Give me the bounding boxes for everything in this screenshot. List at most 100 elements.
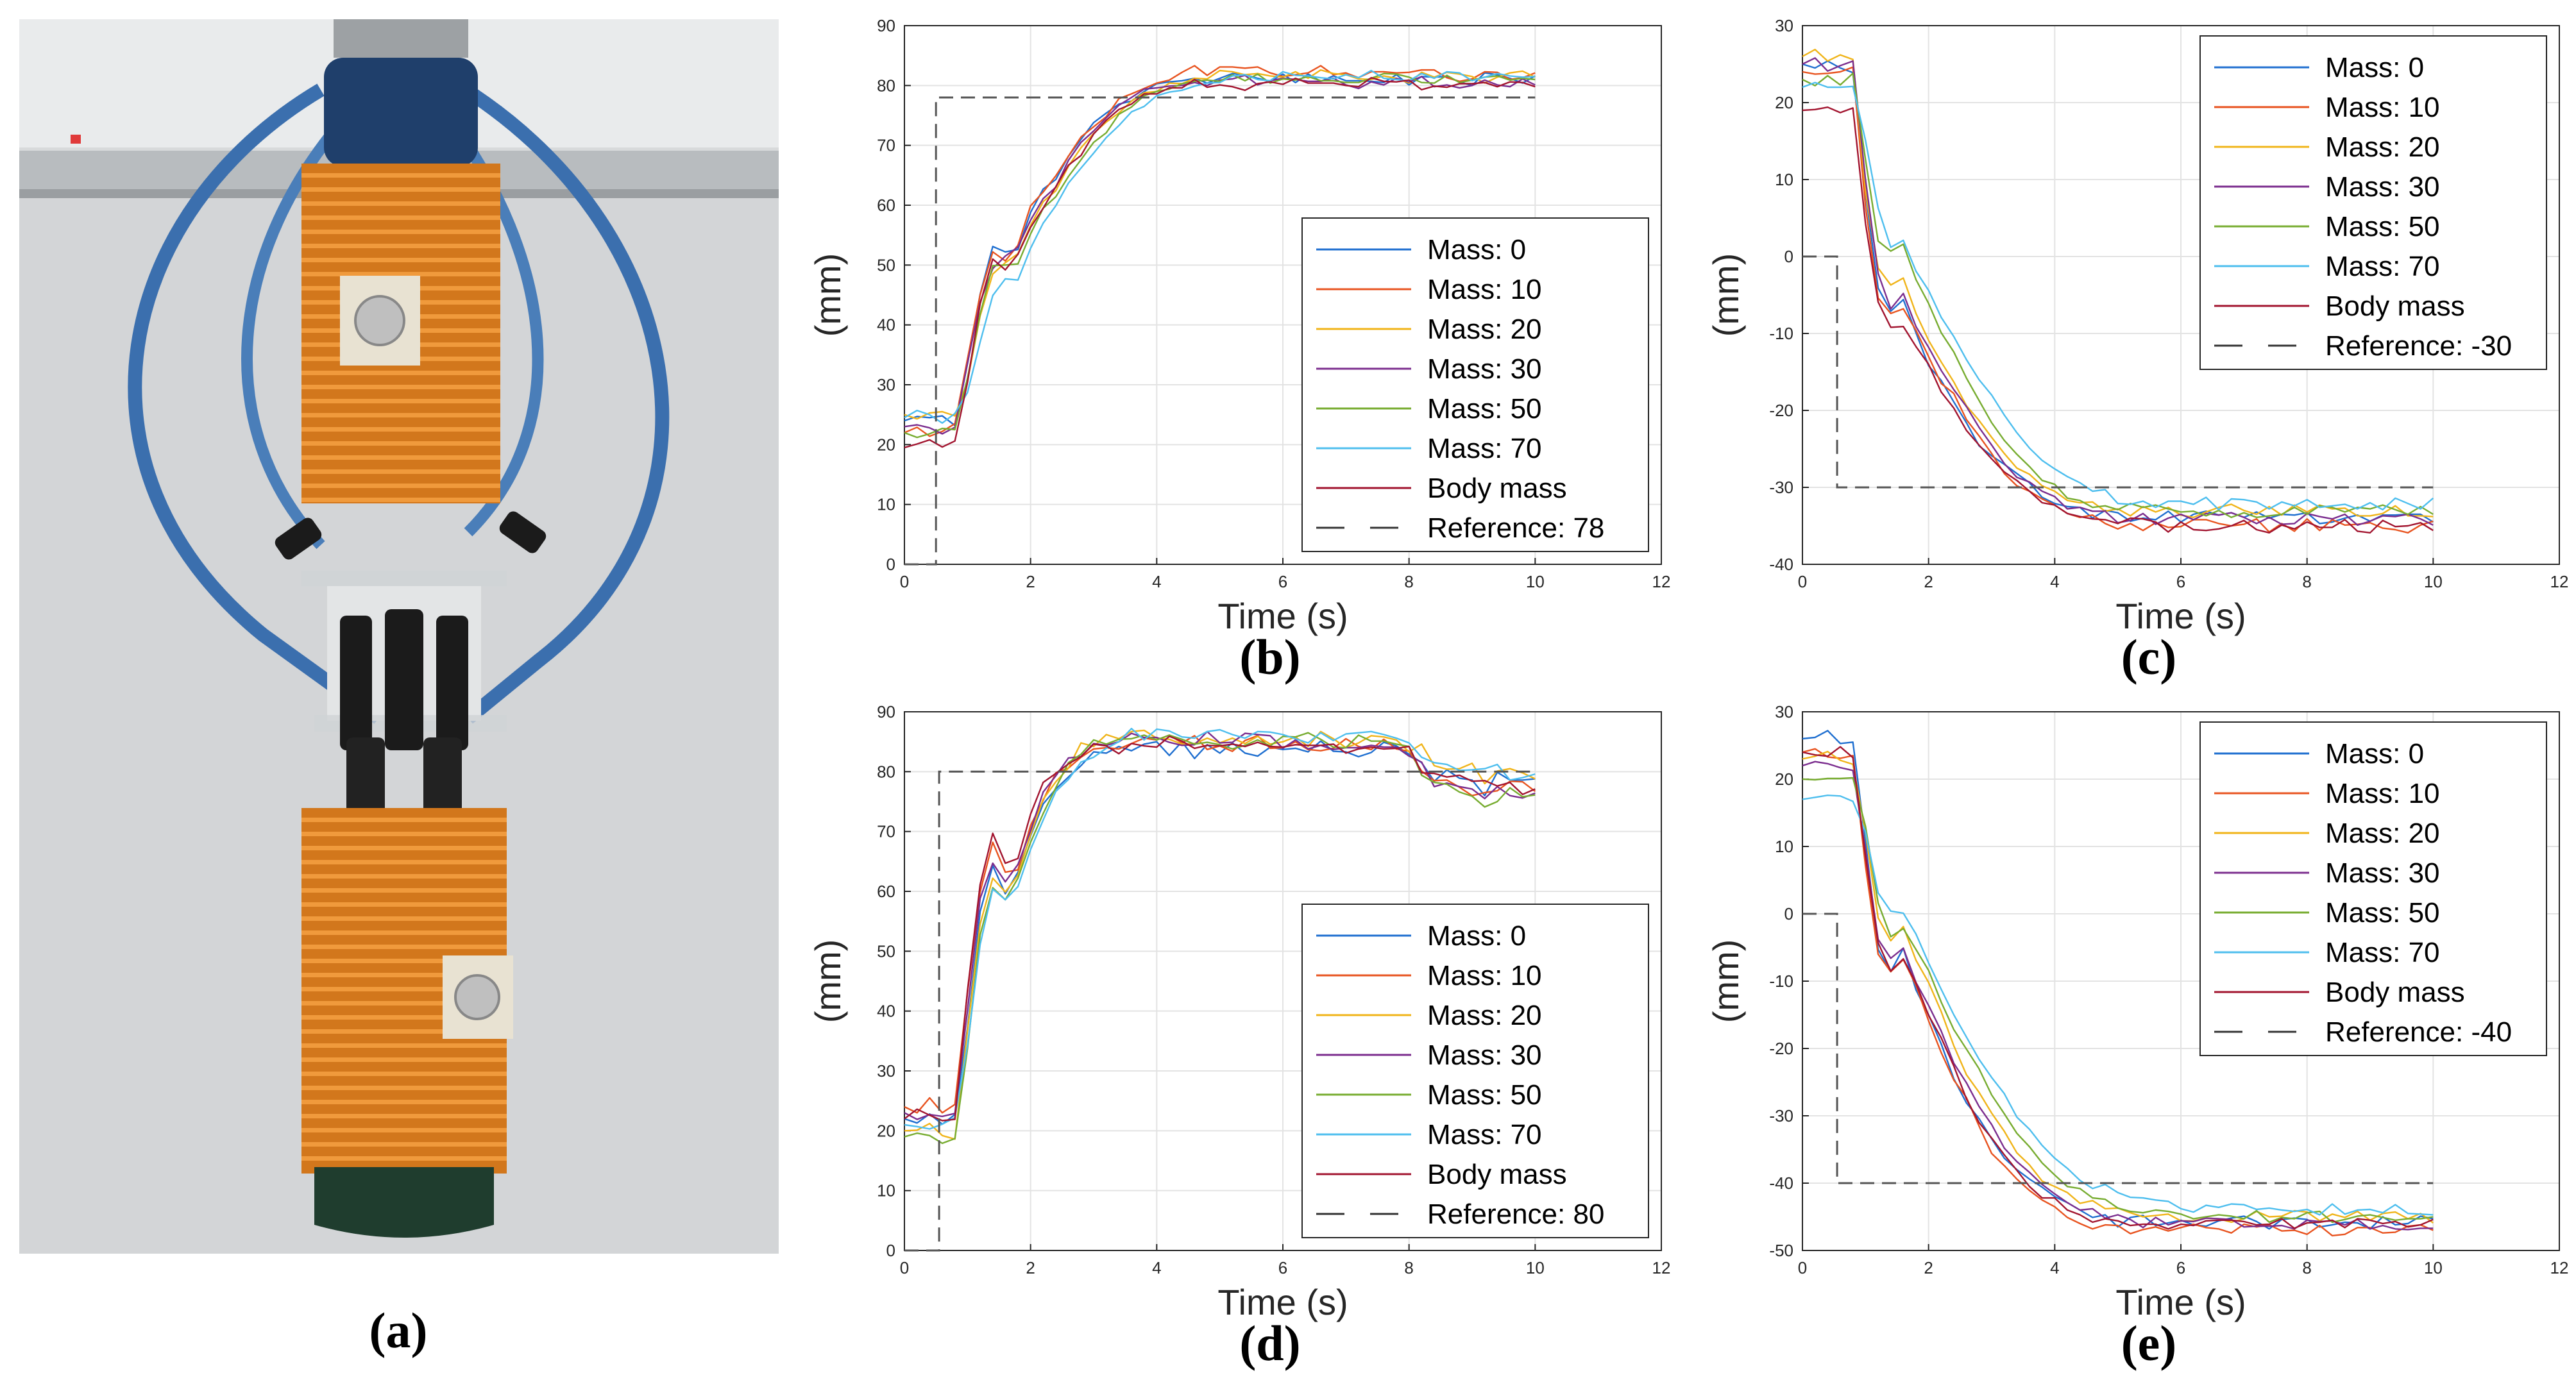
series-line-b-5 <box>904 69 1536 424</box>
photo-base <box>314 1167 494 1238</box>
legend-label-b-4: Mass: 50 <box>1427 393 1542 425</box>
photo-tube-left-outer <box>128 83 383 724</box>
legend-label-d-5: Mass: 70 <box>1427 1119 1542 1150</box>
y-tick-label-b-1: 10 <box>877 495 895 514</box>
chart-e: 0 2 4 6 8 10 12 -50 -40 -30 -20 -10 0 10 20 30 Time (s) (… <box>1706 702 2569 1322</box>
legend-label-d-0: Mass: 0 <box>1427 920 1526 952</box>
photo-top-mount <box>334 19 468 58</box>
series-line-d-3 <box>904 730 1536 1120</box>
caption-e: (e) <box>2121 1315 2177 1371</box>
series-line-c-6 <box>1802 106 2434 534</box>
x-tick-label-e-5: 10 <box>2424 1258 2443 1277</box>
x-tick-label-b-5: 10 <box>1526 572 1545 591</box>
y-tick-label-d-8: 80 <box>877 762 895 781</box>
y-tick-label-e-0: -50 <box>1769 1241 1793 1260</box>
y-tick-label-b-5: 50 <box>877 255 895 274</box>
x-axis-label-d: Time (s) <box>1217 1282 1348 1322</box>
y-tick-label-c-7: 30 <box>1775 16 1793 35</box>
series-line-e-4 <box>1802 777 2434 1224</box>
y-tick-label-c-1: -30 <box>1769 478 1793 497</box>
legend-label-c-4: Mass: 50 <box>2325 211 2440 242</box>
y-tick-label-e-4: -10 <box>1769 972 1793 991</box>
y-tick-label-d-7: 70 <box>877 822 895 841</box>
legend-label-c-5: Mass: 70 <box>2325 251 2440 282</box>
y-tick-label-e-8: 30 <box>1775 702 1793 721</box>
y-tick-label-d-3: 30 <box>877 1061 895 1081</box>
photo-tube-right-outer <box>452 77 670 724</box>
legend-label-c-6: Body mass <box>2325 290 2465 322</box>
series-line-b-6 <box>904 76 1536 449</box>
x-tick-label-d-6: 12 <box>1652 1258 1671 1277</box>
photo-lower-ribs <box>301 818 507 1161</box>
x-tick-label-c-4: 8 <box>2302 572 2311 591</box>
caption-b: (b) <box>1239 629 1301 685</box>
y-axis-label-e: (mm) <box>1706 939 1746 1023</box>
x-tick-label-c-2: 4 <box>2050 572 2059 591</box>
x-axis-label-e: Time (s) <box>2115 1282 2246 1322</box>
legend-label-d-1: Mass: 10 <box>1427 960 1542 991</box>
legend-label-d-4: Mass: 50 <box>1427 1079 1542 1111</box>
y-axis-label-d: (mm) <box>808 939 848 1023</box>
legend-box-e <box>2199 721 2547 1056</box>
legend-label-e-1: Mass: 10 <box>2325 778 2440 809</box>
legend-label-c-7: Reference: -30 <box>2325 330 2512 362</box>
series-line-d-4 <box>904 732 1536 1145</box>
x-tick-label-e-1: 2 <box>1924 1258 1933 1277</box>
y-tick-label-d-2: 20 <box>877 1121 895 1140</box>
chart-c: 0 2 4 6 8 10 12 -40 -30 -20 -10 0 10 20 30 Time (s) (mm)… <box>1706 16 2569 636</box>
x-tick-label-d-0: 0 <box>900 1258 909 1277</box>
y-tick-label-c-2: -20 <box>1769 401 1793 420</box>
series-line-b-1 <box>904 65 1536 437</box>
series-line-e-6 <box>1802 746 2434 1230</box>
soft-robot-photo <box>19 19 779 1254</box>
legend-label-c-1: Mass: 10 <box>2325 92 2440 123</box>
x-tick-label-c-0: 0 <box>1798 572 1807 591</box>
y-tick-label-e-3: -20 <box>1769 1039 1793 1058</box>
x-tick-label-b-1: 2 <box>1026 572 1035 591</box>
legend-label-b-2: Mass: 20 <box>1427 314 1542 345</box>
plot-frame-c <box>1802 25 2560 565</box>
x-tick-label-c-3: 6 <box>2176 572 2185 591</box>
x-tick-label-b-4: 8 <box>1404 572 1413 591</box>
legend-label-e-0: Mass: 0 <box>2325 738 2424 770</box>
legend-label-d-2: Mass: 20 <box>1427 1000 1542 1031</box>
caption-a: (a) <box>369 1302 428 1358</box>
y-tick-label-b-9: 90 <box>877 16 895 35</box>
legend-label-c-0: Mass: 0 <box>2325 52 2424 83</box>
legend-label-d-6: Body mass <box>1427 1159 1567 1190</box>
legend-label-b-5: Mass: 70 <box>1427 433 1542 464</box>
series-line-d-5 <box>904 727 1536 1130</box>
y-axis-label-c: (mm) <box>1706 253 1746 337</box>
y-tick-label-c-4: 0 <box>1784 247 1793 266</box>
x-tick-label-c-5: 10 <box>2424 572 2443 591</box>
legend-box-b <box>1301 217 1649 552</box>
series-line-b-2 <box>904 69 1536 420</box>
photo-indicator-led <box>71 135 81 144</box>
legend-label-e-6: Body mass <box>2325 977 2465 1008</box>
x-tick-label-c-6: 12 <box>2550 572 2569 591</box>
y-tick-label-d-1: 10 <box>877 1181 895 1200</box>
y-tick-label-e-5: 0 <box>1784 904 1793 923</box>
reference-line-e <box>1802 913 2434 1184</box>
plot-frame-b <box>904 25 1662 565</box>
x-tick-label-d-4: 8 <box>1404 1258 1413 1277</box>
y-tick-label-c-6: 20 <box>1775 93 1793 112</box>
legend-label-c-3: Mass: 30 <box>2325 171 2440 203</box>
y-tick-label-d-6: 60 <box>877 882 895 901</box>
x-tick-label-e-6: 12 <box>2550 1258 2569 1277</box>
series-line-c-5 <box>1802 81 2434 510</box>
photo-valves <box>275 511 547 821</box>
legend-box-d <box>1301 904 1649 1238</box>
legend-label-b-3: Mass: 30 <box>1427 353 1542 385</box>
photo-valve-plate-top <box>301 571 507 586</box>
x-axis-label-c: Time (s) <box>2115 596 2246 636</box>
legend-label-e-7: Reference: -40 <box>2325 1016 2512 1048</box>
y-tick-label-d-9: 90 <box>877 702 895 721</box>
legend-label-e-3: Mass: 30 <box>2325 857 2440 889</box>
photo-upper-marker-dot <box>354 295 405 346</box>
x-tick-label-e-2: 4 <box>2050 1258 2059 1277</box>
plot-frame-e <box>1802 711 2560 1251</box>
legend-label-e-4: Mass: 50 <box>2325 897 2440 929</box>
x-tick-label-d-3: 6 <box>1278 1258 1287 1277</box>
x-tick-label-d-1: 2 <box>1026 1258 1035 1277</box>
